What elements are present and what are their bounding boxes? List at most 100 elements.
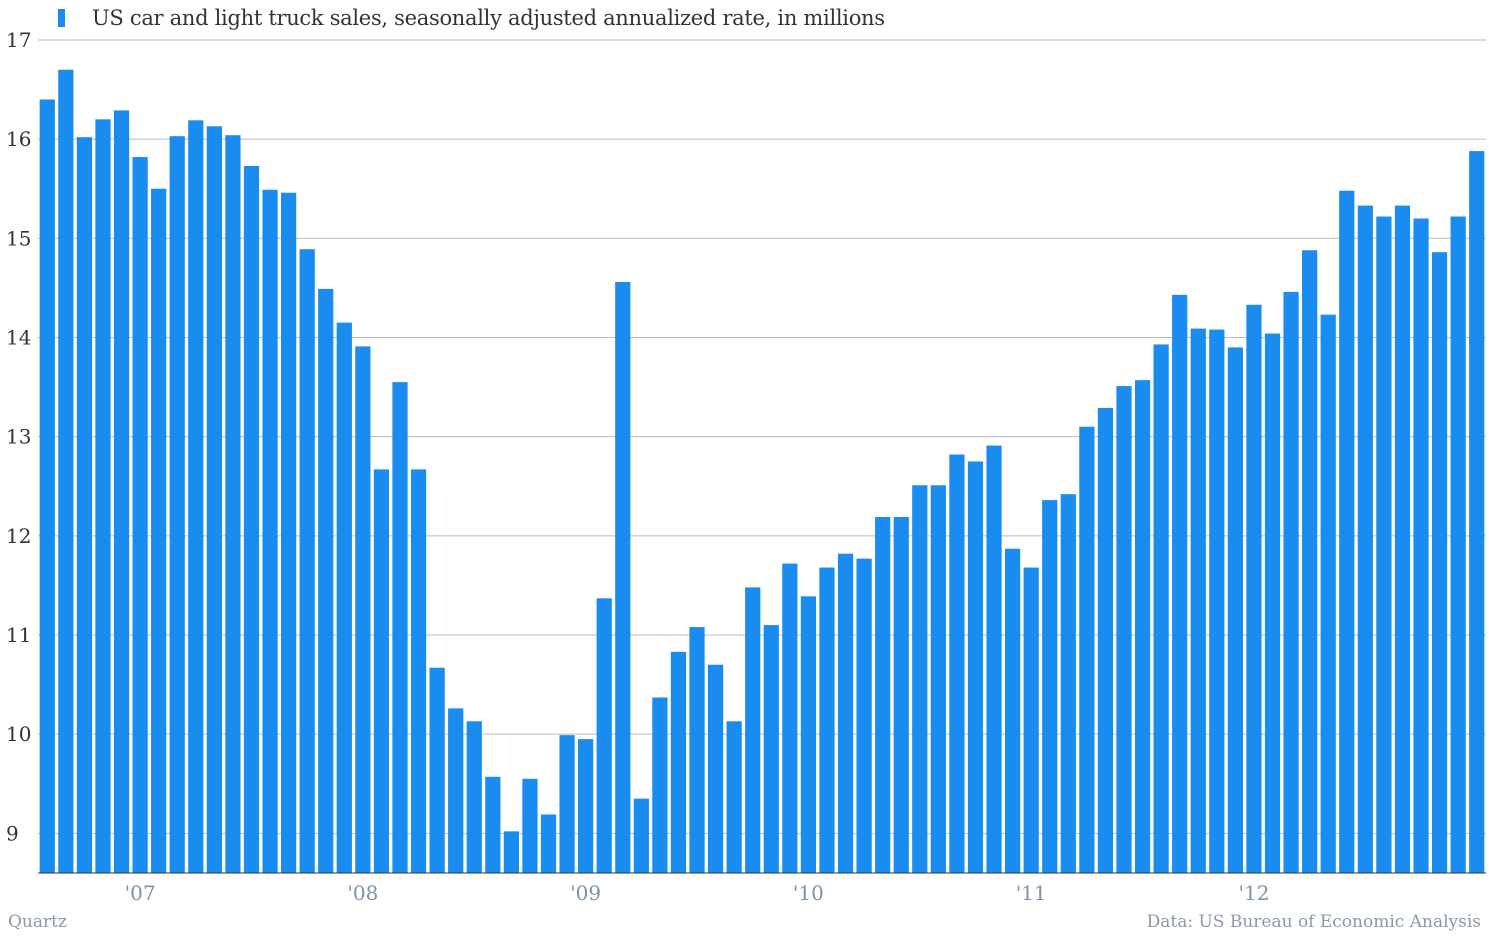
bar <box>373 469 390 873</box>
bar <box>281 192 297 874</box>
x-tick-label: '08 <box>347 881 378 905</box>
y-tick-label: 12 <box>6 524 31 548</box>
bar <box>318 288 334 873</box>
y-tick-label: 15 <box>6 226 31 250</box>
bar <box>819 567 835 873</box>
bar <box>485 776 501 873</box>
bar <box>1097 407 1114 873</box>
y-tick-label: 17 <box>6 28 31 52</box>
y-tick-label: 9 <box>6 821 19 845</box>
bar <box>1190 328 1206 874</box>
y-tick-labels: 9 10 11 12 13 14 15 16 17 <box>6 28 31 845</box>
bar <box>1060 494 1076 873</box>
y-tick-label: 14 <box>6 326 31 350</box>
bar <box>707 664 724 873</box>
bar <box>596 598 612 873</box>
bar <box>1302 250 1318 874</box>
bar <box>466 721 482 873</box>
bar <box>1153 344 1169 873</box>
x-tick-label: '11 <box>1016 881 1047 905</box>
legend: US car and light truck sales, seasonally… <box>58 6 885 30</box>
bar <box>39 99 55 873</box>
bar <box>1450 216 1466 873</box>
y-tick-label: 11 <box>6 623 31 647</box>
bar <box>1116 386 1132 873</box>
bar <box>986 445 1002 873</box>
bar <box>113 110 130 873</box>
bar <box>633 798 649 874</box>
bar <box>355 346 371 873</box>
legend-swatch <box>58 9 65 27</box>
bar <box>1339 190 1355 874</box>
bar <box>1209 329 1225 873</box>
x-tick-label: '09 <box>570 881 601 905</box>
bar <box>1246 304 1262 873</box>
bar <box>1079 426 1095 873</box>
bar <box>578 739 594 874</box>
bar <box>540 814 557 873</box>
bars <box>39 69 1485 874</box>
bar <box>763 625 779 873</box>
bar <box>169 136 185 873</box>
bar <box>522 778 538 873</box>
bar <box>503 831 519 873</box>
x-tick-labels: '07 '08 '09 '10 '11 '12 <box>125 881 1270 905</box>
x-tick-label: '12 <box>1238 881 1269 905</box>
bar <box>410 469 427 873</box>
bar <box>782 563 798 873</box>
bar <box>1227 347 1243 873</box>
bar <box>1376 216 1392 873</box>
bar <box>299 249 315 874</box>
bar <box>1023 567 1039 873</box>
bar <box>615 281 631 874</box>
bar <box>1134 380 1151 873</box>
bar <box>726 721 742 873</box>
legend-label: US car and light truck sales, seasonally… <box>92 6 885 30</box>
bar <box>689 627 705 873</box>
bar <box>893 516 909 873</box>
bar <box>856 558 872 873</box>
source-credit-right: Data: US Bureau of Economic Analysis <box>1146 912 1481 932</box>
x-tick-label: '07 <box>125 881 156 905</box>
bar <box>392 382 408 873</box>
bar <box>1394 205 1411 874</box>
bar <box>336 322 352 873</box>
bar <box>429 667 445 873</box>
bar <box>188 120 204 873</box>
bar <box>1431 252 1448 874</box>
bar <box>967 461 984 873</box>
bar <box>206 126 222 873</box>
bar <box>243 165 260 873</box>
bar <box>837 553 854 873</box>
bar <box>800 596 817 873</box>
bar <box>912 485 928 873</box>
source-credit-left: Quartz <box>8 912 67 932</box>
bar <box>225 135 241 873</box>
bar <box>1264 333 1281 873</box>
bar <box>1469 151 1485 873</box>
bar <box>1320 314 1336 873</box>
bar <box>930 485 946 873</box>
bar <box>670 651 687 873</box>
bar <box>745 587 761 873</box>
bar <box>76 137 93 873</box>
bar <box>1357 205 1373 874</box>
bar <box>95 119 111 873</box>
bar <box>448 708 464 873</box>
bar <box>1283 291 1299 873</box>
bar <box>1172 294 1188 873</box>
bar <box>949 454 965 873</box>
bar <box>151 188 167 873</box>
bar <box>1042 500 1058 873</box>
bar <box>132 157 148 873</box>
bar <box>652 697 668 873</box>
x-tick-label: '10 <box>793 881 824 905</box>
gridlines <box>38 39 1486 834</box>
bar <box>58 69 74 873</box>
bar <box>1005 548 1021 873</box>
bar <box>559 735 575 873</box>
bar <box>1413 218 1429 873</box>
y-tick-label: 10 <box>6 722 31 746</box>
y-tick-label: 13 <box>6 425 31 449</box>
